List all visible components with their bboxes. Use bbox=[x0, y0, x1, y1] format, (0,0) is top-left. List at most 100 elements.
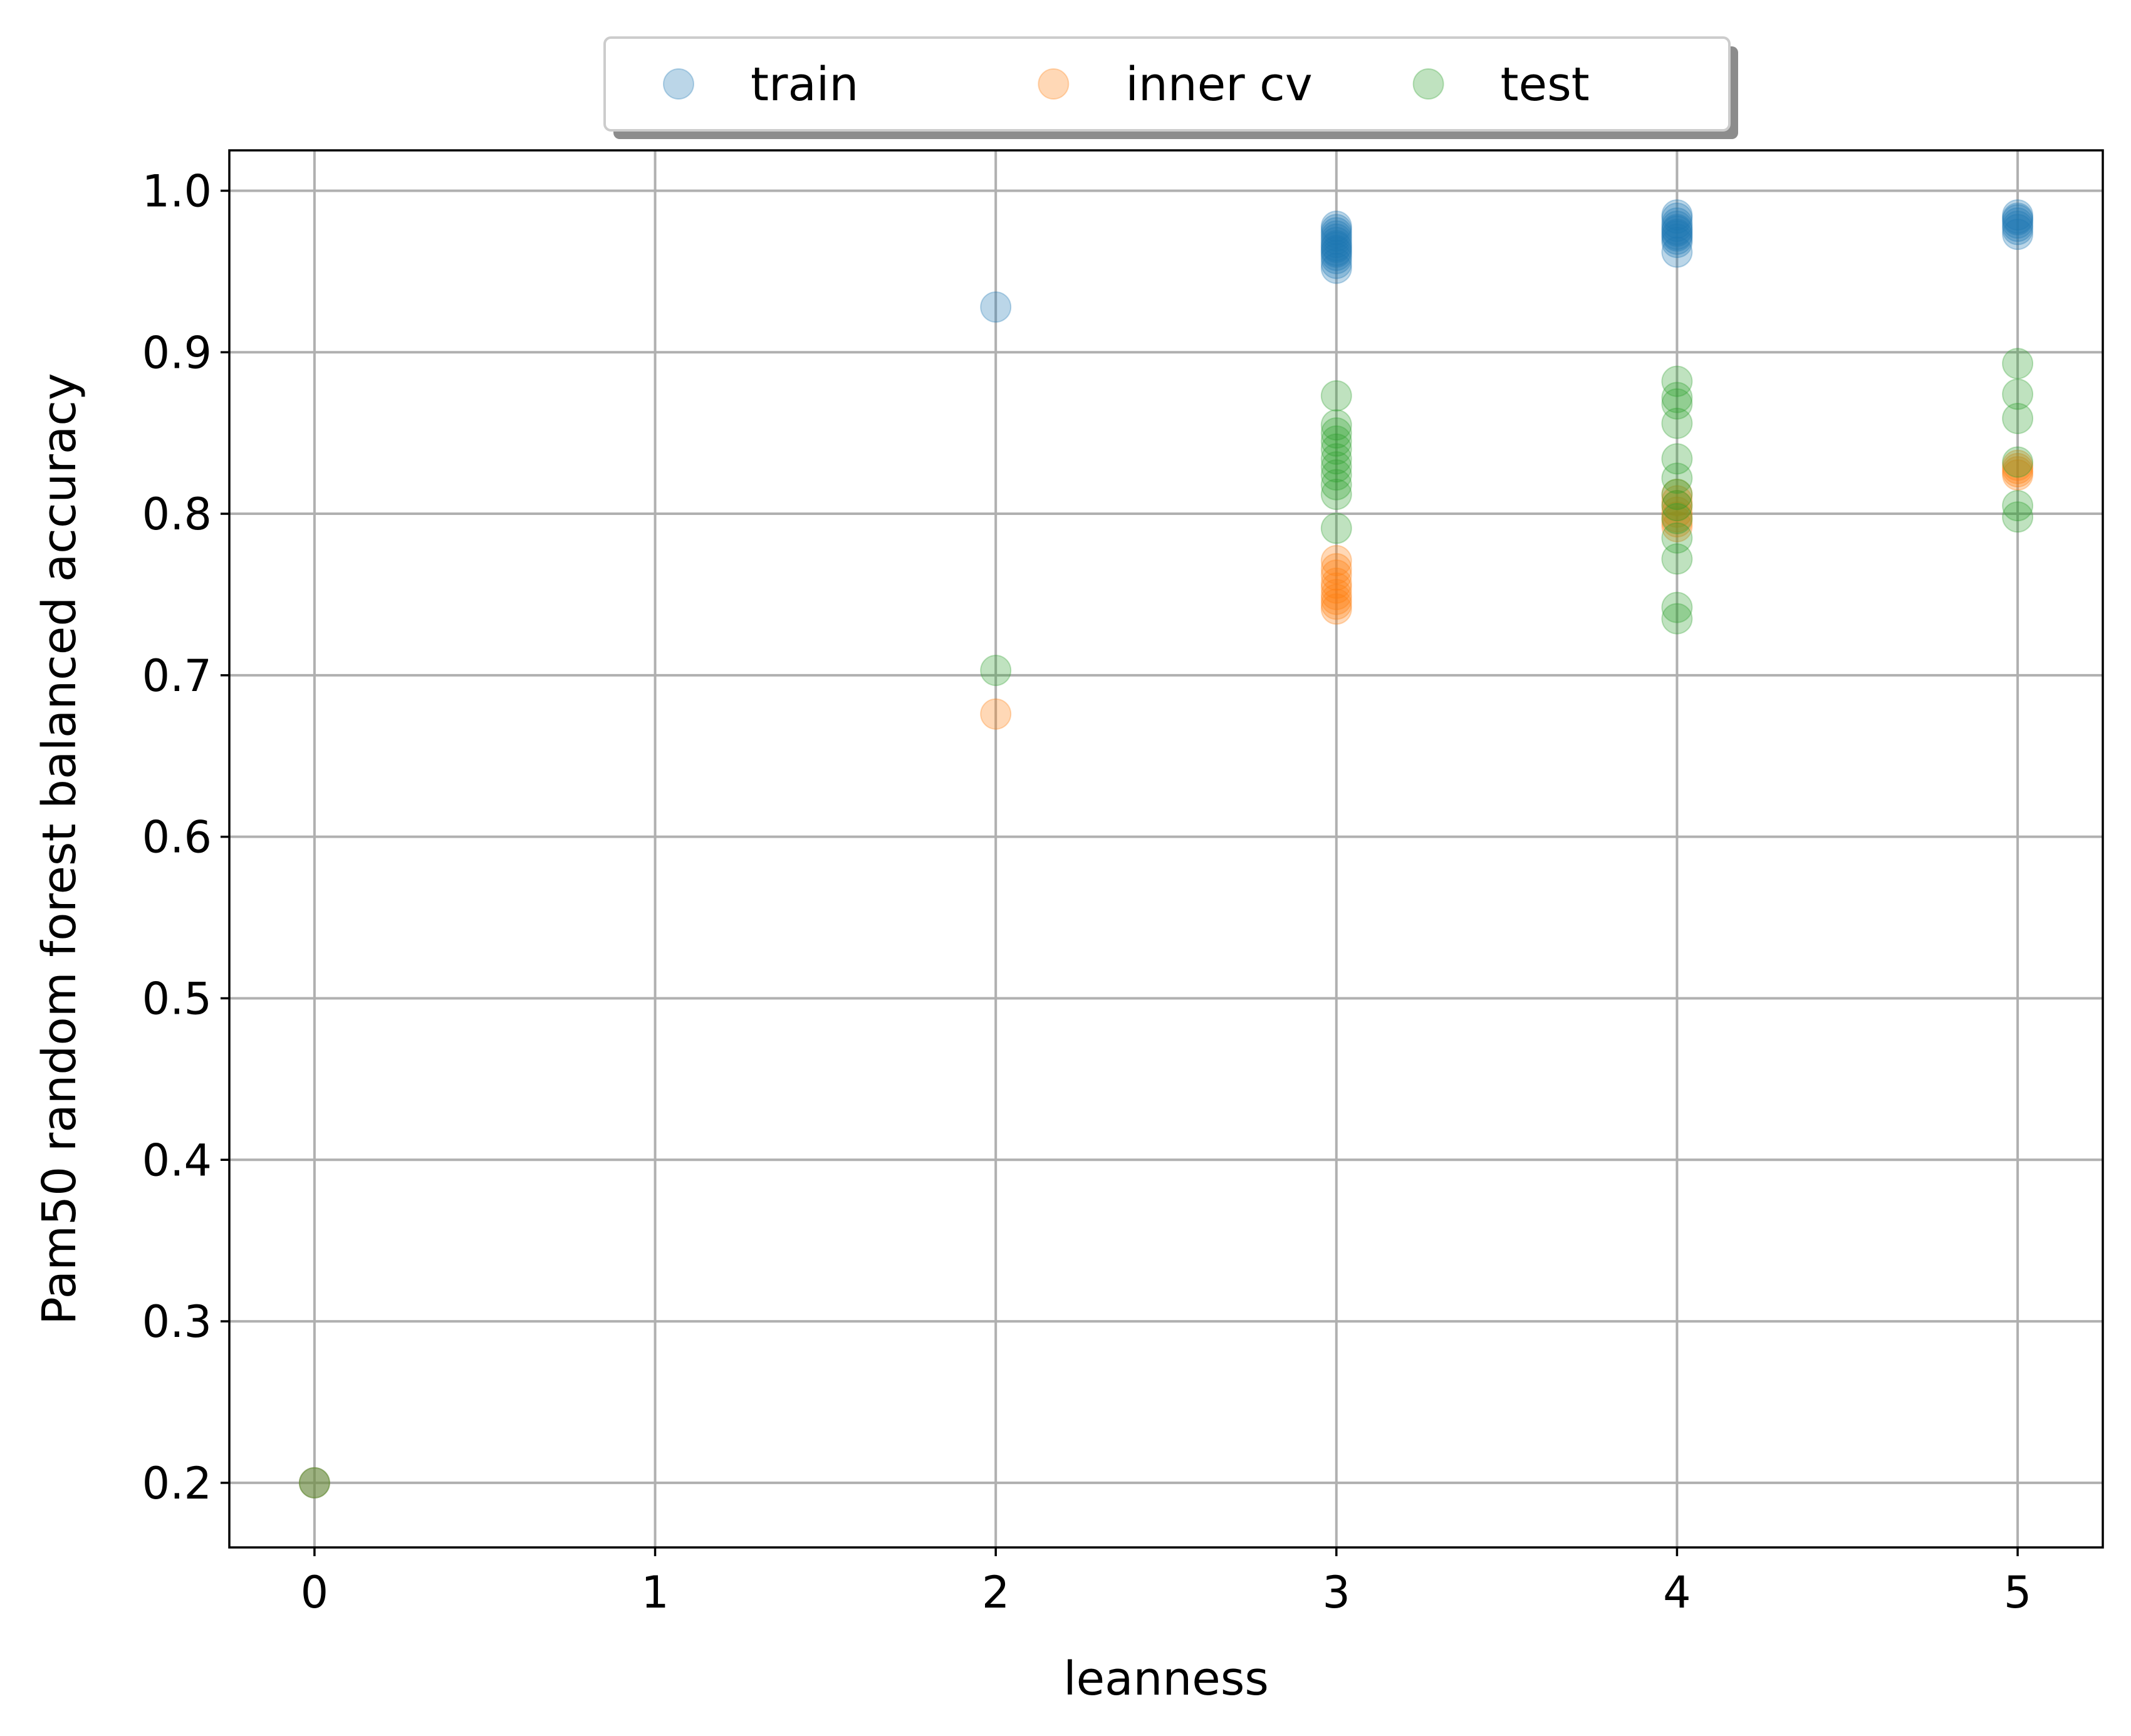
data-point bbox=[1320, 433, 1352, 465]
data-point bbox=[1320, 231, 1352, 263]
data-point bbox=[2002, 211, 2034, 242]
data-point bbox=[1320, 211, 1352, 242]
data-point bbox=[1661, 443, 1693, 475]
data-point bbox=[1320, 479, 1352, 511]
data-point bbox=[1320, 417, 1352, 449]
data-point bbox=[1661, 226, 1693, 258]
data-point bbox=[1661, 501, 1693, 533]
data-point bbox=[1320, 553, 1352, 585]
data-point bbox=[1661, 214, 1693, 246]
y-tick-label: 1.0 bbox=[142, 165, 212, 217]
data-point bbox=[1661, 511, 1693, 543]
y-tick-label: 0.2 bbox=[142, 1458, 212, 1509]
legend-marker bbox=[1412, 68, 1444, 100]
data-point bbox=[1320, 425, 1352, 457]
data-point bbox=[1661, 479, 1693, 511]
data-point bbox=[2002, 378, 2034, 410]
y-tick-label: 0.4 bbox=[142, 1135, 212, 1186]
data-point bbox=[1320, 234, 1352, 266]
data-point bbox=[1661, 485, 1693, 517]
x-tick-label: 3 bbox=[1323, 1567, 1351, 1618]
data-point bbox=[1661, 603, 1693, 635]
data-point bbox=[2002, 452, 2034, 484]
data-point bbox=[1661, 462, 1693, 494]
data-point bbox=[1661, 591, 1693, 623]
data-point bbox=[1320, 572, 1352, 604]
legend-marker bbox=[663, 68, 694, 100]
data-point bbox=[2002, 199, 2034, 231]
data-point bbox=[2002, 459, 2034, 491]
data-point bbox=[1661, 207, 1693, 239]
data-point bbox=[1320, 443, 1352, 475]
x-tick-label: 5 bbox=[2004, 1567, 2032, 1618]
data-point bbox=[2002, 449, 2034, 481]
series-inner-cv bbox=[298, 449, 2034, 1499]
data-point bbox=[298, 1467, 330, 1499]
data-point bbox=[1661, 490, 1693, 522]
legend-box bbox=[603, 36, 1731, 132]
data-point bbox=[1661, 479, 1693, 511]
data-point bbox=[1320, 217, 1352, 249]
data-point bbox=[1320, 567, 1352, 599]
y-axis-label: Pam50 random forest balanced accuracy bbox=[33, 373, 86, 1324]
data-point bbox=[1320, 230, 1352, 262]
data-point bbox=[2002, 214, 2034, 246]
data-point bbox=[1661, 506, 1693, 538]
data-point bbox=[2002, 219, 2034, 251]
data-point bbox=[298, 1467, 330, 1499]
data-point bbox=[2002, 202, 2034, 234]
data-point bbox=[1661, 490, 1693, 522]
y-tick-label: 0.8 bbox=[142, 489, 212, 540]
data-point bbox=[1320, 559, 1352, 591]
x-tick-label: 2 bbox=[982, 1567, 1010, 1618]
data-point bbox=[1320, 239, 1352, 271]
data-point bbox=[1661, 522, 1693, 554]
data-point bbox=[1320, 409, 1352, 441]
data-point bbox=[2002, 348, 2034, 380]
legend-label: inner cv bbox=[1125, 58, 1312, 112]
data-point bbox=[980, 698, 1012, 730]
data-point bbox=[1661, 502, 1693, 534]
y-tick-label: 0.5 bbox=[142, 973, 212, 1024]
data-point bbox=[1661, 199, 1693, 231]
data-point bbox=[2002, 456, 2034, 488]
data-point bbox=[1661, 215, 1693, 247]
data-point bbox=[1320, 226, 1352, 258]
data-point bbox=[1320, 469, 1352, 501]
data-point bbox=[1661, 388, 1693, 420]
data-point bbox=[1320, 214, 1352, 246]
x-tick-label: 0 bbox=[301, 1567, 329, 1618]
grid-lines bbox=[229, 150, 2103, 1547]
data-point bbox=[2002, 207, 2034, 239]
data-point bbox=[1320, 588, 1352, 620]
data-point bbox=[2002, 490, 2034, 522]
data-point bbox=[1661, 211, 1693, 242]
data-point bbox=[1661, 382, 1693, 413]
data-point bbox=[298, 1467, 330, 1499]
x-tick-label: 4 bbox=[1663, 1567, 1691, 1618]
data-point bbox=[1661, 365, 1693, 397]
data-point bbox=[1661, 407, 1693, 439]
data-point bbox=[1661, 219, 1693, 251]
data-point bbox=[1661, 202, 1693, 234]
y-tick-label: 0.3 bbox=[142, 1296, 212, 1348]
data-point bbox=[1320, 451, 1352, 483]
data-point bbox=[1320, 380, 1352, 412]
series-test bbox=[298, 348, 2034, 1499]
data-point bbox=[1320, 223, 1352, 255]
data-point bbox=[2002, 402, 2034, 434]
data-point bbox=[1661, 223, 1693, 255]
axis-ticks: 0 1 2 3 4 5 0.2 0.3 0.4 0.5 0.6 0.7 0.8 0.9 1.0 bbox=[142, 165, 2032, 1618]
data-point bbox=[1320, 236, 1352, 268]
data-point bbox=[980, 655, 1012, 687]
data-point bbox=[980, 291, 1012, 323]
data-point bbox=[1661, 236, 1693, 268]
data-point bbox=[1320, 578, 1352, 610]
data-point bbox=[1320, 247, 1352, 279]
data-point bbox=[2002, 446, 2034, 478]
series-train bbox=[298, 199, 2034, 1499]
legend-marker bbox=[1038, 68, 1070, 100]
data-point bbox=[2002, 501, 2034, 533]
